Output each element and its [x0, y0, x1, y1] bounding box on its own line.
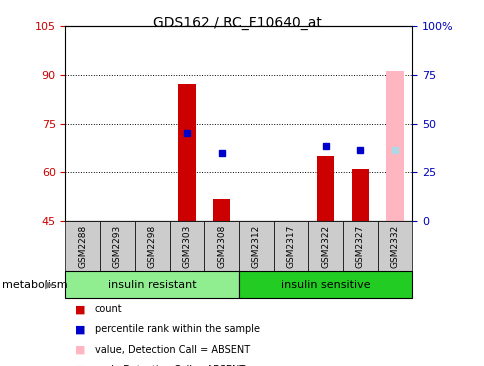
Bar: [65, 221, 100, 271]
Text: ■: ■: [75, 344, 86, 355]
Bar: [204, 221, 239, 271]
Bar: [65, 271, 239, 298]
Text: count: count: [94, 304, 122, 314]
Text: GSM2312: GSM2312: [251, 224, 260, 268]
Text: insulin sensitive: insulin sensitive: [280, 280, 370, 290]
Text: GSM2327: GSM2327: [355, 224, 364, 268]
Text: value, Detection Call = ABSENT: value, Detection Call = ABSENT: [94, 344, 249, 355]
Bar: [169, 221, 204, 271]
Text: GSM2293: GSM2293: [113, 224, 122, 268]
Bar: [239, 271, 411, 298]
Text: ■: ■: [75, 324, 86, 335]
Text: ▶: ▶: [45, 280, 54, 290]
Bar: [385, 71, 403, 221]
Text: ■: ■: [75, 365, 86, 366]
Text: GSM2332: GSM2332: [390, 224, 399, 268]
Bar: [239, 221, 273, 271]
Text: metabolism: metabolism: [2, 280, 68, 290]
Text: insulin resistant: insulin resistant: [107, 280, 196, 290]
Text: ■: ■: [75, 304, 86, 314]
Text: percentile rank within the sample: percentile rank within the sample: [94, 324, 259, 335]
Text: GSM2317: GSM2317: [286, 224, 295, 268]
Bar: [342, 221, 377, 271]
Bar: [351, 169, 368, 221]
Text: GSM2288: GSM2288: [78, 224, 87, 268]
Bar: [316, 156, 333, 221]
Bar: [135, 221, 169, 271]
Bar: [100, 221, 135, 271]
Text: GSM2298: GSM2298: [147, 224, 156, 268]
Text: rank, Detection Call = ABSENT: rank, Detection Call = ABSENT: [94, 365, 244, 366]
Text: GSM2303: GSM2303: [182, 224, 191, 268]
Text: GSM2308: GSM2308: [216, 224, 226, 268]
Bar: [178, 85, 195, 221]
Bar: [377, 221, 411, 271]
Bar: [308, 221, 342, 271]
Text: GSM2322: GSM2322: [320, 225, 330, 268]
Bar: [273, 221, 308, 271]
Bar: [212, 199, 230, 221]
Text: GDS162 / RC_F10640_at: GDS162 / RC_F10640_at: [153, 16, 321, 30]
